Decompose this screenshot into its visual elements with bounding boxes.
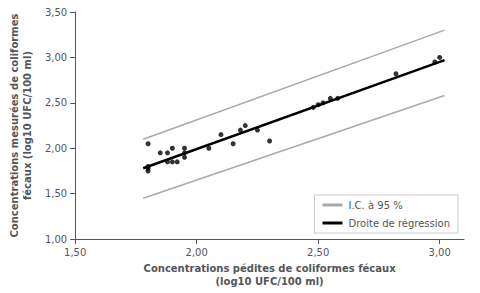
svg-text:3,00: 3,00 [429, 247, 451, 258]
svg-text:Droite de régression: Droite de régression [348, 218, 450, 229]
svg-text:(log10 UFC/100 ml): (log10 UFC/100 ml) [216, 276, 324, 287]
svg-text:fécaux (log10 UFC/100 ml): fécaux (log10 UFC/100 ml) [22, 51, 33, 200]
svg-text:1,50: 1,50 [45, 188, 67, 199]
svg-text:3,50: 3,50 [45, 7, 67, 18]
svg-text:2,50: 2,50 [307, 247, 329, 258]
svg-text:Concentrations pédites de coli: Concentrations pédites de coliformes féc… [144, 263, 397, 274]
svg-text:1,50: 1,50 [64, 247, 86, 258]
svg-text:3,00: 3,00 [45, 52, 67, 63]
svg-text:1,00: 1,00 [45, 234, 67, 245]
svg-text:I.C. à 95 %: I.C. à 95 % [348, 200, 402, 211]
svg-text:Concentrations mesurées de col: Concentrations mesurées de coliformes [9, 14, 20, 238]
svg-text:2,00: 2,00 [186, 247, 208, 258]
svg-text:2,50: 2,50 [45, 97, 67, 108]
svg-text:2,00: 2,00 [45, 143, 67, 154]
